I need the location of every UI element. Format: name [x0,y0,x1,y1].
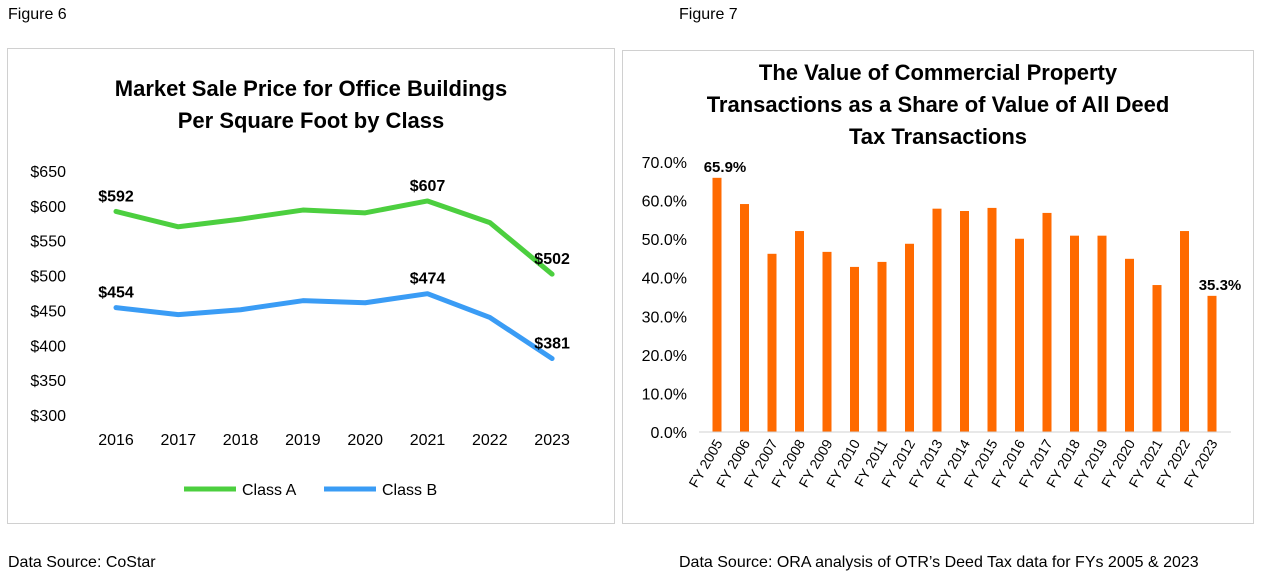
data-label: $502 [534,251,570,268]
y-tick-label: $300 [30,408,66,425]
y-tick-label: $450 [30,303,66,320]
y-tick-label: $350 [30,373,66,390]
y-tick-label: 50.0% [642,232,687,249]
chart-title-line-2: Transactions as a Share of Value of All … [706,92,1170,117]
data-label: 35.3% [1199,277,1242,294]
bar [740,204,749,432]
figure-7-panel: The Value of Commercial Property Transac… [622,50,1254,524]
legend-label: Class B [382,482,437,499]
data-label: 65.9% [704,159,747,176]
x-tick-label: 2022 [472,432,508,449]
x-tick-label: 2019 [285,432,321,449]
bar [1015,238,1024,432]
bar [1180,231,1189,432]
bar [1207,295,1217,432]
x-tick-label: 2018 [223,432,259,449]
bar [1042,212,1052,432]
bar [987,207,997,432]
bar [932,208,942,432]
data-source-left: Data Source: CoStar [8,554,156,571]
y-tick-label: 30.0% [642,309,687,326]
y-tick-label: 20.0% [642,348,687,365]
data-label: $607 [410,178,446,195]
bar [1152,285,1162,432]
figure-7-label: Figure 7 [679,6,738,23]
bar [822,251,832,432]
y-tick-label: 60.0% [642,194,687,211]
bar [1097,235,1107,432]
bar [712,177,722,432]
bar [905,243,914,432]
chart-title-line-1: Market Sale Price for Office Buildings [114,76,508,101]
chart-title-line-1: The Value of Commercial Property [758,60,1118,85]
y-tick-label: $650 [30,164,66,181]
bar [877,261,887,432]
chart-title: The Value of Commercial Property Transac… [623,57,1253,153]
bar-chart: 0.0%10.0%20.0%30.0%40.0%50.0%60.0%70.0%F… [642,155,1242,490]
y-tick-label: $500 [30,269,66,286]
chart-title-line-3: Tax Transactions [848,124,1028,149]
y-tick-label: 70.0% [642,155,687,172]
x-tick-label: 2017 [161,432,197,449]
chart-title-line-2: Per Square Foot by Class [177,108,445,133]
data-label: $381 [534,336,570,353]
x-tick-label: 2021 [410,432,446,449]
data-label: $454 [98,285,134,302]
y-tick-label: 40.0% [642,271,687,288]
bar [767,253,777,432]
bar [1070,235,1079,432]
legend-label: Class A [242,482,297,499]
x-tick-label: 2023 [534,432,570,449]
bar [1125,258,1134,432]
figure-6-panel: Market Sale Price for Office Buildings P… [7,48,615,524]
series-line-class-b [113,291,555,362]
bar [960,210,969,432]
data-label: $592 [98,188,134,205]
data-source-right: Data Source: ORA analysis of OTR’s Deed … [679,554,1199,571]
series-line-class-a [113,198,555,277]
y-tick-label: 0.0% [651,425,687,442]
x-tick-label: 2016 [98,432,134,449]
line-chart: $300 $350 $400 $450 $500 $550 $600 $650 2016 2017… [30,164,570,499]
chart-title: Market Sale Price for Office Buildings P… [8,73,614,137]
bar [850,266,859,432]
y-tick-label: 10.0% [642,386,687,403]
y-tick-label: $550 [30,234,66,251]
y-tick-label: $600 [30,199,66,216]
y-tick-label: $400 [30,338,66,355]
data-label: $474 [410,271,446,288]
figure-6-label: Figure 6 [8,6,67,23]
bar [795,231,804,432]
x-tick-label: 2020 [347,432,383,449]
